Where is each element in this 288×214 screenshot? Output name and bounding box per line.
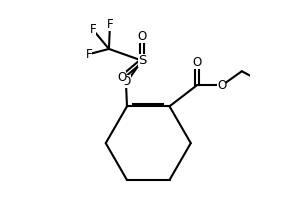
Text: F: F: [90, 23, 96, 36]
Text: O: O: [117, 71, 126, 84]
Text: S: S: [138, 54, 146, 67]
Text: F: F: [86, 48, 92, 61]
Text: F: F: [107, 18, 113, 31]
Text: O: O: [137, 30, 147, 43]
Text: O: O: [192, 56, 202, 69]
Text: O: O: [121, 75, 130, 88]
Text: O: O: [217, 79, 226, 92]
